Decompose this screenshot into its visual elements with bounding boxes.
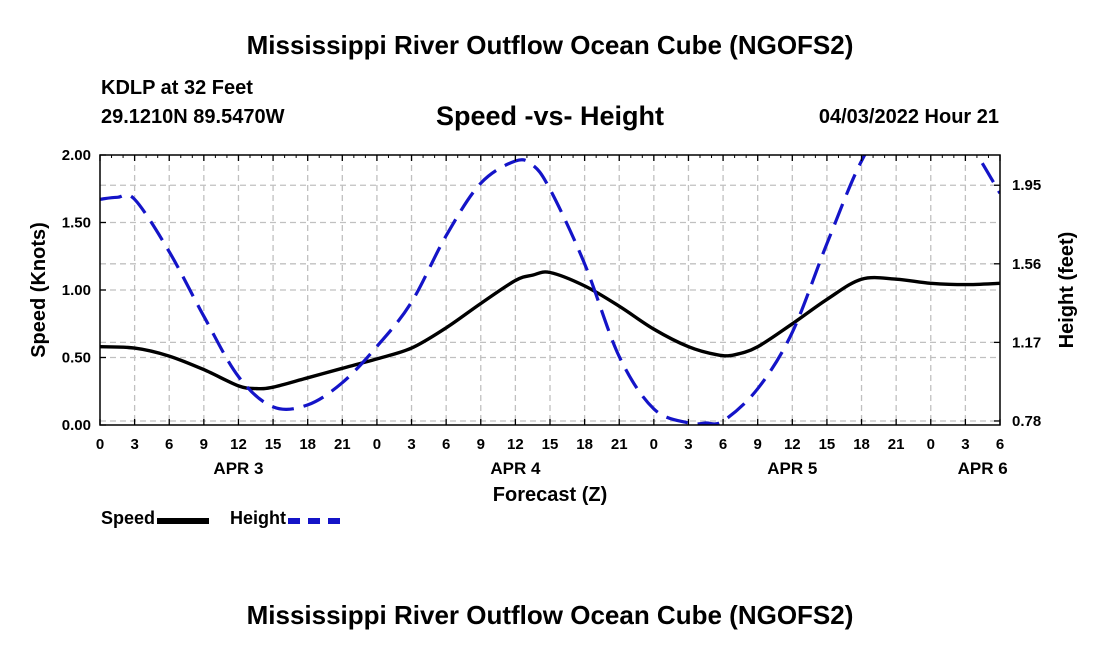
x-tick-label: 0: [927, 436, 935, 453]
legend-height-swatch: [288, 517, 340, 524]
x-tick-label: 15: [819, 436, 836, 453]
y2-tick-label: 0.78: [1012, 413, 1041, 430]
y-tick-label: 1.00: [62, 282, 91, 299]
x-tick-label: 18: [576, 436, 593, 453]
x-tick-label: 15: [265, 436, 282, 453]
x-tick-label: 6: [165, 436, 173, 453]
x-tick-label: 18: [299, 436, 316, 453]
x-tick-label: 3: [407, 436, 415, 453]
footer-title: Mississippi River Outflow Ocean Cube (NG…: [246, 600, 854, 630]
day-label: APR 3: [213, 459, 263, 478]
legend-height: Height: [230, 508, 340, 529]
x-tick-label: 12: [784, 436, 801, 453]
x-tick-label: 9: [477, 436, 485, 453]
forecast-date-label: 04/03/2022 Hour 21: [818, 106, 999, 128]
x-tick-label: 0: [373, 436, 381, 453]
y-tick-label: 1.50: [62, 215, 91, 232]
legend-height-label: Height: [230, 508, 286, 528]
x-tick-label: 6: [719, 436, 727, 453]
x-tick-label: 0: [650, 436, 658, 453]
legend-speed-label: Speed: [101, 508, 156, 528]
y2-tick-label: 1.95: [1012, 177, 1041, 194]
x-tick-label: 21: [611, 436, 628, 453]
x-tick-label: 3: [130, 436, 138, 453]
x-tick-label: 9: [754, 436, 762, 453]
x-tick-label: 9: [200, 436, 208, 453]
x-tick-label: 15: [542, 436, 559, 453]
y2-tick-label: 1.56: [1012, 256, 1041, 273]
x-tick-label: 0: [96, 436, 104, 453]
chart-title: Speed -vs- Height: [435, 101, 665, 131]
y-tick-label: 0.00: [62, 417, 91, 434]
x-tick-label: 12: [230, 436, 247, 453]
day-label: APR 4: [490, 459, 541, 478]
station-label: KDLP at 32 Feet: [101, 77, 253, 99]
y-tick-label: 0.50: [62, 350, 91, 367]
speed-series-line: [100, 270, 1000, 391]
x-tick-label: 6: [442, 436, 450, 453]
y-axis-label: Speed (Knots): [28, 222, 50, 358]
x-tick-label: 21: [334, 436, 351, 453]
day-label: APR 5: [767, 459, 817, 478]
coordinates-label: 29.1210N 89.5470W: [101, 106, 285, 128]
y2-tick-label: 1.17: [1012, 334, 1041, 351]
x-axis-label: Forecast (Z): [493, 484, 607, 506]
x-tick-label: 6: [996, 436, 1004, 453]
x-tick-label: 18: [853, 436, 870, 453]
series-layer: [100, 155, 1000, 425]
legend-speed: Speed: [101, 508, 210, 529]
x-tick-label: 3: [684, 436, 692, 453]
x-tick-label: 3: [961, 436, 969, 453]
x-tick-label: 12: [507, 436, 524, 453]
y-tick-label: 2.00: [62, 147, 91, 164]
legend-speed-swatch: [157, 517, 210, 524]
y2-axis-label: Height (feet): [1056, 232, 1078, 349]
main-title: Mississippi River Outflow Ocean Cube (NG…: [246, 30, 854, 60]
height-series-line: [100, 155, 1000, 425]
x-tick-label: 21: [888, 436, 905, 453]
day-label: APR 6: [958, 459, 1008, 478]
axes: 0 3 6 9 12 15 18 21 0 3 6 9 12 15 18 21 0 3 6 9 12 15 18 21 0 3 60…: [62, 147, 1041, 478]
